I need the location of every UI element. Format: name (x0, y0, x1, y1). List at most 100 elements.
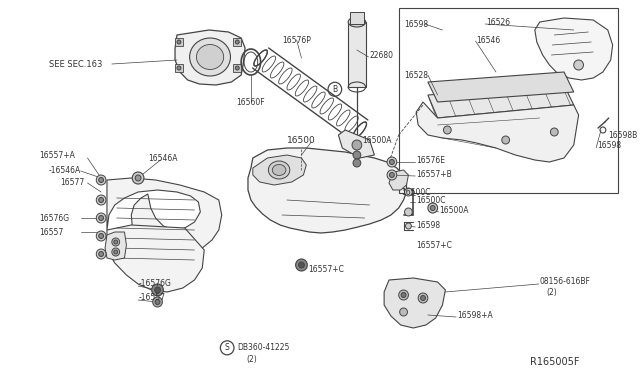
Circle shape (96, 195, 106, 205)
Bar (399, 8, 618, 193)
Circle shape (96, 175, 106, 185)
Circle shape (400, 308, 408, 316)
Circle shape (353, 159, 361, 167)
Circle shape (96, 213, 106, 223)
Polygon shape (107, 178, 221, 254)
Circle shape (96, 231, 106, 241)
Bar (348, 22, 365, 87)
Text: 16557+C: 16557+C (416, 241, 452, 250)
Circle shape (404, 188, 412, 196)
Polygon shape (428, 85, 573, 118)
Circle shape (114, 240, 118, 244)
Text: 08156-616BF: 08156-616BF (540, 278, 591, 286)
Circle shape (390, 160, 394, 164)
Circle shape (404, 208, 412, 216)
Text: 16560F: 16560F (236, 97, 265, 106)
Ellipse shape (196, 45, 223, 70)
Circle shape (135, 175, 141, 181)
Circle shape (399, 290, 408, 300)
Text: 16526: 16526 (486, 17, 510, 26)
Circle shape (114, 250, 118, 254)
Bar (234, 38, 241, 46)
Circle shape (353, 151, 361, 159)
Text: -16557: -16557 (139, 294, 166, 302)
Text: B: B (332, 85, 337, 94)
Text: 16577: 16577 (60, 177, 84, 186)
Circle shape (99, 198, 104, 202)
Circle shape (236, 40, 239, 44)
Circle shape (387, 157, 397, 167)
Circle shape (155, 287, 161, 293)
Circle shape (236, 66, 239, 70)
Text: 16598: 16598 (404, 19, 429, 29)
Polygon shape (428, 72, 573, 102)
Circle shape (155, 299, 160, 305)
Circle shape (502, 136, 509, 144)
Circle shape (99, 177, 104, 183)
Text: 16500: 16500 (287, 135, 316, 144)
Polygon shape (384, 278, 445, 328)
Text: 16598: 16598 (597, 141, 621, 150)
Polygon shape (175, 30, 245, 85)
Text: 16598+A: 16598+A (457, 311, 493, 320)
Text: 16598: 16598 (416, 221, 440, 230)
Text: 16598B: 16598B (608, 131, 637, 140)
Text: -16546A: -16546A (49, 166, 81, 174)
Circle shape (177, 66, 181, 70)
Text: 16557+C: 16557+C (308, 266, 344, 275)
Circle shape (96, 249, 106, 259)
Circle shape (99, 215, 104, 221)
Circle shape (573, 60, 584, 70)
Bar (175, 64, 183, 72)
Circle shape (99, 251, 104, 257)
Circle shape (420, 295, 426, 301)
Circle shape (177, 40, 181, 44)
Polygon shape (248, 148, 406, 233)
Text: R165005F: R165005F (530, 357, 579, 367)
Ellipse shape (348, 17, 365, 27)
Circle shape (550, 128, 558, 136)
Bar (350, 12, 364, 24)
Text: 16500A: 16500A (440, 205, 469, 215)
Text: (2): (2) (246, 355, 257, 364)
Circle shape (401, 292, 406, 298)
Circle shape (132, 172, 144, 184)
Text: -16576G: -16576G (139, 279, 172, 289)
Circle shape (112, 248, 120, 256)
Text: 16546: 16546 (477, 35, 500, 45)
Text: 16557: 16557 (39, 228, 63, 237)
Text: 16528: 16528 (404, 71, 429, 80)
Text: 16500A: 16500A (362, 135, 391, 144)
Circle shape (298, 262, 305, 268)
Circle shape (296, 259, 307, 271)
Text: 16557+B: 16557+B (416, 170, 452, 179)
Polygon shape (389, 170, 408, 190)
Ellipse shape (272, 164, 286, 176)
Circle shape (387, 170, 397, 180)
Circle shape (152, 284, 163, 296)
Ellipse shape (189, 38, 230, 76)
Polygon shape (107, 225, 204, 292)
Circle shape (112, 238, 120, 246)
Text: 16576G: 16576G (39, 214, 69, 222)
Ellipse shape (268, 161, 290, 179)
Text: SEE SEC.163: SEE SEC.163 (49, 60, 102, 68)
Text: S: S (225, 343, 230, 352)
Circle shape (406, 223, 412, 229)
Text: 22680: 22680 (369, 51, 394, 60)
Text: 16557+A: 16557+A (39, 151, 75, 160)
Bar (175, 38, 183, 46)
Circle shape (428, 203, 438, 213)
Text: 16500C: 16500C (402, 187, 431, 196)
Text: 16576E: 16576E (416, 155, 445, 164)
Circle shape (418, 293, 428, 303)
Circle shape (352, 140, 362, 150)
Circle shape (390, 173, 394, 177)
Text: 16576P: 16576P (282, 35, 311, 45)
Text: 16500C: 16500C (416, 196, 445, 205)
Polygon shape (339, 130, 374, 158)
Circle shape (99, 234, 104, 238)
Text: 16546A: 16546A (148, 154, 177, 163)
Polygon shape (253, 155, 307, 185)
Circle shape (444, 126, 451, 134)
